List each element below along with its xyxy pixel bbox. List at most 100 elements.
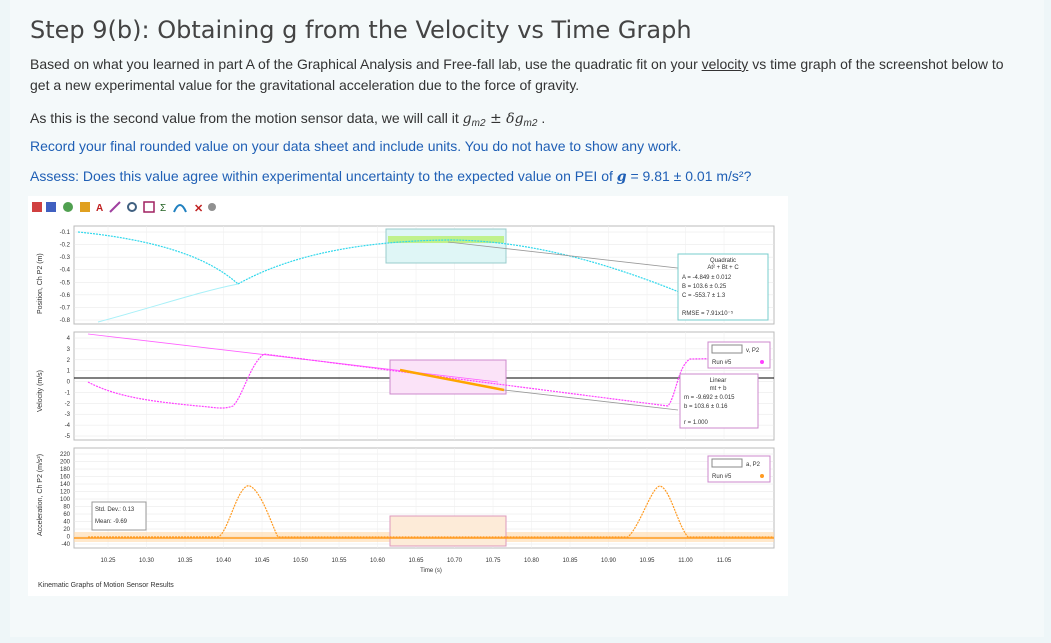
y-tick-label: 140 (60, 482, 71, 488)
y-tick-label: -0.2 (60, 243, 71, 249)
vfit-b: b = 103.6 ± 0.16 (684, 404, 728, 410)
period: . (537, 110, 546, 126)
g-symbol: g (462, 111, 472, 127)
velocity-link[interactable]: velocity (701, 56, 749, 72)
fit-param-c: C = -553.7 ± 1.3 (682, 293, 726, 299)
y-tick-label: 3 (67, 347, 71, 353)
accel-legend-swatch[interactable] (711, 458, 743, 468)
accel-std: Std. Dev.: 0.13 (95, 507, 135, 513)
text-icon[interactable]: A (96, 203, 103, 214)
assess-text: Assess: Does this value agree within exp… (30, 168, 617, 184)
position-fit-region[interactable] (385, 228, 507, 264)
accel-legend-label: a, P2 (746, 462, 761, 468)
position-curve-fall (77, 231, 239, 285)
y-tick-label: -2 (65, 401, 71, 407)
zoom-icon[interactable] (127, 202, 137, 212)
x-tick-label: 10.50 (293, 558, 309, 564)
accel-fit-region[interactable] (389, 515, 507, 547)
x-tick-label: 10.45 (254, 558, 270, 564)
chart-icon[interactable] (63, 202, 73, 212)
y-tick-label: 0 (67, 535, 71, 541)
graph-screenshot: A Σ ✕ Position, Ch P2 (m) Velocity (m/s)… (28, 196, 788, 596)
fit-icon[interactable] (173, 204, 187, 213)
accel-run-dot (760, 474, 764, 478)
y-tick-label: 160 (60, 475, 71, 481)
second-value-text: As this is the second value from the mot… (30, 110, 463, 126)
accel-series (88, 485, 774, 538)
velocity-fit-region[interactable] (389, 359, 507, 395)
x-tick-label: 10.40 (216, 558, 232, 564)
file-icon[interactable] (32, 202, 42, 212)
figure-caption: Kinematic Graphs of Motion Sensor Result… (38, 582, 174, 589)
velocity-run-label: Run #5 (712, 360, 732, 366)
tangent-icon[interactable] (109, 201, 121, 213)
y-tick-label: 200 (60, 460, 71, 466)
x-tick-label: 10.80 (524, 558, 540, 564)
y-tick-label: 80 (63, 505, 70, 511)
table-icon[interactable] (46, 202, 56, 212)
instructions-text-2: vs time graph of the screenshot below to… (30, 56, 1004, 93)
y-tick-label: 2 (67, 358, 71, 364)
y-tick-label: 4 (67, 336, 71, 342)
x-tick-label: 10.55 (331, 558, 347, 564)
y-tick-label: 1 (67, 369, 71, 375)
velocity-ylabel: Velocity (m/s) (37, 370, 44, 412)
y-tick-label: -3 (65, 412, 71, 418)
pm-delta: ± δ (485, 111, 515, 127)
velocity-series (87, 353, 749, 409)
x-tick-label: 10.90 (601, 558, 617, 564)
x-tick-label: 10.60 (370, 558, 386, 564)
y-tick-label: -1 (65, 390, 71, 396)
assess-paragraph: Assess: Does this value agree within exp… (30, 166, 1020, 188)
graph-svg: A Σ ✕ Position, Ch P2 (m) Velocity (m/s)… (28, 196, 788, 574)
fit-param-a: A = -4.849 ± 0.012 (682, 275, 732, 281)
accel-run-label: Run #5 (712, 474, 732, 480)
y-tick-label: -0.8 (60, 318, 71, 324)
y-tick-label: -0.5 (60, 280, 71, 286)
y-tick-label: -0.7 (60, 305, 71, 311)
x-tick-label: 10.75 (485, 558, 501, 564)
fit-title: Quadratic (710, 258, 736, 264)
velocity-legend-swatch[interactable] (711, 344, 743, 354)
expected-value: = 9.81 ± 0.01 m/s²? (626, 168, 752, 184)
velocity-legend: v, P2 Run #5 (707, 341, 771, 369)
y-tick-label: -0.4 (60, 268, 71, 274)
position-fit-box: Quadratic At² + Bt + C A = -4.849 ± 0.01… (677, 253, 769, 321)
vfit-equation: mt + b (710, 386, 728, 392)
y-tick-label: -0.1 (60, 230, 71, 236)
g-subscript-2: m2 (523, 118, 538, 129)
velocity-fit-dash (503, 389, 679, 411)
velocity-run-dot (760, 360, 764, 364)
x-tick-label: 10.65 (408, 558, 424, 564)
position-ylabel: Position, Ch P2 (m) (37, 253, 44, 314)
fit-rmse: RMSE = 7.91x10⁻⁵ (682, 310, 734, 317)
y-tick-label: -0.6 (60, 293, 71, 299)
close-icon[interactable]: ✕ (194, 203, 203, 215)
y-tick-label: 40 (63, 520, 70, 526)
view-icon[interactable] (208, 203, 216, 211)
y-tick-label: 20 (63, 527, 70, 533)
vfit-r: r = 1.000 (684, 420, 709, 426)
x-tick-label: 10.95 (639, 558, 655, 564)
accel-stats-box: Std. Dev.: 0.13 Mean: -9.69 (91, 501, 147, 531)
x-tick-label: 10.85 (562, 558, 578, 564)
x-tick-label: 10.70 (447, 558, 463, 564)
x-tick-label: 10.30 (139, 558, 155, 564)
page-title: Step 9(b): Obtaining g from the Velocity… (30, 16, 692, 44)
y-tick-label: 100 (60, 497, 71, 503)
y-tick-label: 180 (60, 467, 71, 473)
scale-icon[interactable] (80, 202, 90, 212)
x-tick-label: 11.00 (678, 558, 693, 564)
acceleration-ylabel: Acceleration, Ch P2 (m/s²) (37, 454, 44, 536)
fit-equation: At² + Bt + C (707, 265, 739, 271)
g-symbol-3: g (616, 169, 627, 185)
position-curve-faint (97, 283, 239, 323)
record-paragraph: Record your final rounded value on your … (30, 138, 682, 154)
toolbar: A Σ ✕ (28, 196, 788, 218)
y-tick-label: -40 (61, 542, 70, 548)
vfit-title: Linear (710, 378, 727, 384)
stats-icon[interactable]: Σ (160, 203, 166, 214)
x-tick-label: 11.05 (717, 558, 732, 564)
velocity-legend-label: v, P2 (746, 348, 760, 354)
select-icon[interactable] (143, 201, 155, 213)
